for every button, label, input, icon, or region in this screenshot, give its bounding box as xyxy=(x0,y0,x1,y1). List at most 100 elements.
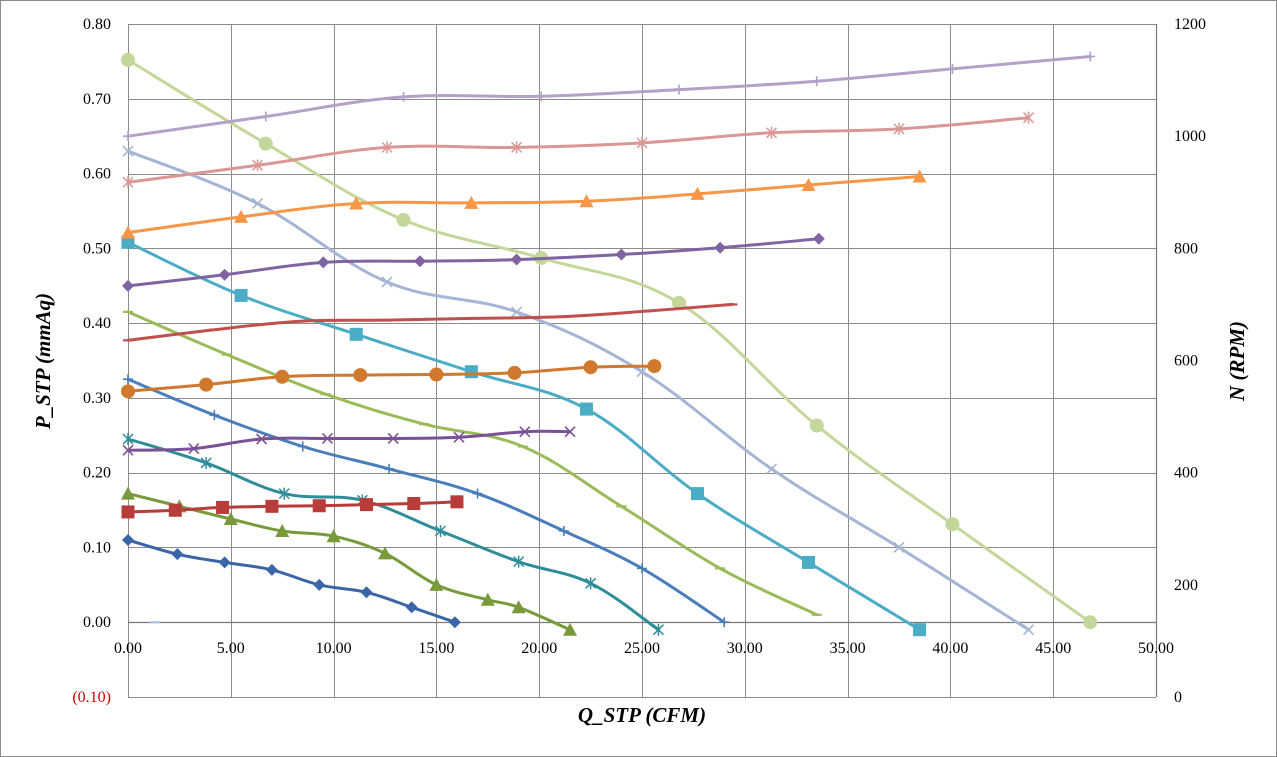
data-point xyxy=(637,563,647,574)
grid-lines xyxy=(128,24,1157,698)
x-tick-label: 25.00 xyxy=(624,640,660,657)
data-point xyxy=(209,410,220,421)
data-point xyxy=(121,384,135,399)
data-point xyxy=(122,176,134,189)
x-tick-label: 15.00 xyxy=(418,640,454,657)
series-14 xyxy=(122,232,825,292)
data-point xyxy=(652,623,664,636)
data-point xyxy=(265,499,279,513)
data-point xyxy=(812,232,825,245)
data-point xyxy=(398,91,409,102)
data-point xyxy=(317,256,330,269)
series-7 xyxy=(122,145,1035,636)
series-line xyxy=(126,237,821,288)
data-point xyxy=(121,52,135,67)
data-point xyxy=(234,209,249,223)
data-point xyxy=(407,497,421,511)
y2-tick-label: 0 xyxy=(1174,689,1182,706)
data-point xyxy=(564,426,576,438)
data-point xyxy=(275,369,290,384)
series-5 xyxy=(123,310,822,617)
data-point xyxy=(472,488,483,499)
data-point xyxy=(429,577,444,591)
data-point xyxy=(122,279,134,292)
x-tick-label: 50.00 xyxy=(1138,640,1174,657)
series-13 xyxy=(123,302,738,342)
data-point xyxy=(448,616,461,629)
data-point xyxy=(801,177,816,191)
tick-labels: 0.00 5.00 10.00 15.00 20.00 25.00 30.00 35.00 40… xyxy=(72,16,1206,706)
series-2 xyxy=(121,486,578,636)
data-point xyxy=(265,563,278,576)
data-point xyxy=(405,601,418,614)
data-point xyxy=(381,141,393,154)
x-tick-label: 35.00 xyxy=(830,640,866,657)
y-tick-label: 0.50 xyxy=(83,240,111,257)
data-point xyxy=(313,578,326,591)
series-12 xyxy=(121,359,662,399)
data-point xyxy=(765,126,778,139)
data-point xyxy=(121,486,135,500)
data-point xyxy=(123,374,133,385)
x-tick-label: 10.00 xyxy=(316,640,352,657)
data-point xyxy=(122,444,134,456)
y-tick-label: 0.40 xyxy=(83,315,111,332)
series-17 xyxy=(123,51,1096,142)
y-tick-label: 0.60 xyxy=(83,166,111,183)
data-point xyxy=(1085,51,1096,62)
x-tick-label: 20.00 xyxy=(521,640,557,657)
y-tick-label: 0.20 xyxy=(83,465,111,482)
series-8 xyxy=(121,52,1098,630)
data-point xyxy=(583,360,598,375)
series-3 xyxy=(122,433,664,636)
data-point xyxy=(297,441,308,452)
data-point xyxy=(413,255,426,268)
data-point xyxy=(387,432,399,445)
y2-tick-label: 400 xyxy=(1174,465,1198,482)
x-tick-label: 0.00 xyxy=(114,640,142,657)
data-point xyxy=(123,131,133,142)
data-point xyxy=(719,617,730,628)
data-point xyxy=(450,495,464,509)
data-point xyxy=(913,623,927,637)
data-point xyxy=(223,512,238,526)
series-line xyxy=(126,116,1030,184)
y2-tick-label: 1000 xyxy=(1174,128,1206,145)
y-tick-label: 0.70 xyxy=(83,91,111,108)
data-point xyxy=(275,523,290,537)
data-point xyxy=(359,498,373,512)
data-point xyxy=(519,426,531,438)
data-point xyxy=(378,546,392,560)
data-point xyxy=(1022,624,1035,636)
data-point xyxy=(256,433,268,445)
data-point xyxy=(945,517,960,532)
data-point xyxy=(218,556,231,569)
series-line xyxy=(126,55,1092,138)
x-tick-label: 40.00 xyxy=(932,640,968,657)
series-line xyxy=(126,149,1030,632)
data-point xyxy=(893,122,905,135)
data-point xyxy=(511,141,523,154)
data-point xyxy=(360,586,373,599)
data-point xyxy=(434,524,447,537)
data-point xyxy=(122,533,134,546)
series-line xyxy=(126,429,572,452)
y-tick-label: 0.80 xyxy=(83,16,111,33)
data-point xyxy=(168,503,182,517)
data-point xyxy=(912,169,927,183)
data-point xyxy=(199,377,214,392)
data-point xyxy=(188,442,200,455)
data-point xyxy=(691,487,705,501)
data-point xyxy=(647,359,662,374)
data-point xyxy=(480,592,495,606)
data-point xyxy=(218,268,231,281)
data-point xyxy=(811,76,822,87)
series-line xyxy=(126,310,819,617)
series-16 xyxy=(122,111,1035,189)
y2-tick-label: 200 xyxy=(1174,577,1198,594)
series-line xyxy=(126,437,660,632)
data-point xyxy=(349,327,363,341)
data-point xyxy=(802,555,816,569)
data-point xyxy=(513,555,525,568)
